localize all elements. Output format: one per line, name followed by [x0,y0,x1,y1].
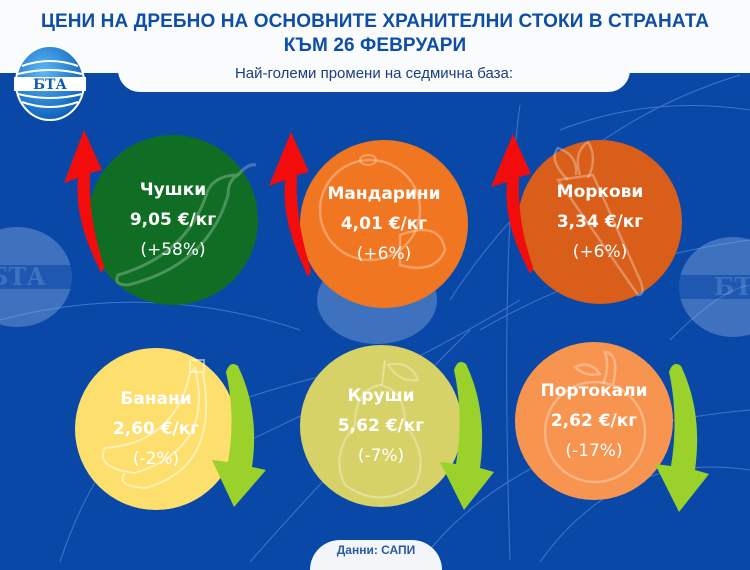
pepper-icon [115,163,257,287]
item-change: (+58%) [140,240,206,260]
item-card-carrots: Моркови 3,34 €/кг (+6%) [518,140,682,304]
item-change: (+6%) [572,242,628,262]
item-price: 9,05 €/кг [129,210,217,230]
arrow-up-icon [491,134,533,273]
item-name: Чушки [139,180,207,200]
item-name: Банани [120,389,192,409]
item-name: Круши [347,386,415,406]
svg-text:БТ: БТ [714,272,750,301]
page-title: ЦЕНИ НА ДРЕБНО НА ОСНОВНИТЕ ХРАНИТЕЛНИ С… [0,10,750,58]
item-price: 2,62 €/кг [550,411,638,431]
mandarin-icon [318,154,447,270]
orange-icon [543,350,647,484]
arrow-down-icon [655,364,709,512]
page-subtitle: Най-големи промени на седмична база: [234,65,514,82]
item-card-bananas: Банани 2,60 €/кг (-2%) [75,348,237,510]
item-card-oranges: Портокали 2,62 €/кг (-17%) [515,342,673,500]
item-name: Моркови [556,182,644,202]
watermark-globe-left: БТА [0,227,75,327]
item-change: (-17%) [565,441,623,461]
pear-icon [338,359,422,499]
item-name: Портокали [540,381,648,401]
arrow-down-icon [440,362,494,510]
item-name: Мандарини [327,184,441,204]
item-card-pears: Круши 5,62 €/кг (-7%) [300,345,462,507]
item-card-peppers: Чушки 9,05 €/кг (+58%) [88,135,258,305]
watermark-globe-right: БТ [678,237,750,337]
item-change: (-2%) [132,449,180,469]
bta-logo: БТА [14,45,86,121]
source-label: Данни: САПИ [336,543,416,557]
arrow-up-icon [64,130,104,272]
title-line-1: ЦЕНИ НА ДРЕБНО НА ОСНОВНИТЕ ХРАНИТЕЛНИ С… [40,11,710,32]
item-price: 5,62 €/кг [337,416,425,436]
item-price: 2,60 €/кг [112,419,200,439]
carrot-icon [553,140,644,297]
item-change: (+6%) [356,244,412,264]
title-line-2: КЪМ 26 ФЕВРУАРИ [283,35,467,56]
banana-icon [102,359,208,490]
svg-text:БТА: БТА [0,262,46,291]
item-card-mandarins: Мандарини 4,01 €/кг (+6%) [300,140,468,308]
item-price: 3,34 €/кг [556,212,644,232]
arrow-up-icon [269,132,311,276]
item-price: 4,01 €/кг [340,214,428,234]
arrow-down-icon [212,364,266,507]
svg-text:БТА: БТА [33,77,67,93]
item-change: (-7%) [357,446,405,466]
header-subtitle-tab [118,60,630,92]
